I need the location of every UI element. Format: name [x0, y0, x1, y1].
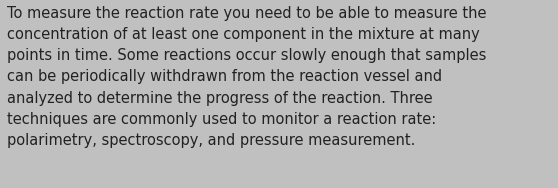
Text: To measure the reaction rate you need to be able to measure the
concentration of: To measure the reaction rate you need to…: [7, 6, 486, 148]
